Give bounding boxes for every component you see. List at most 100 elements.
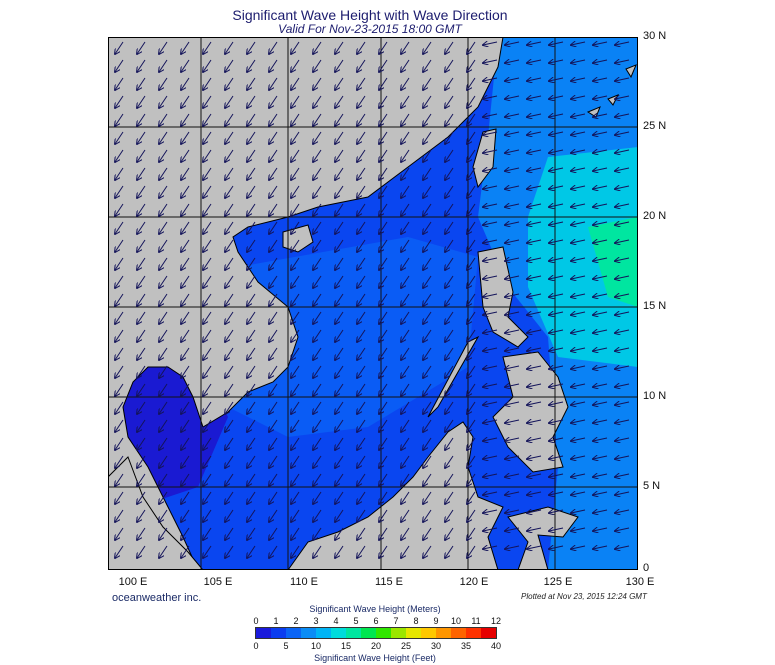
wave-arrow bbox=[269, 545, 278, 558]
wave-arrow bbox=[467, 95, 476, 108]
wave-arrow bbox=[203, 275, 212, 288]
wave-arrow bbox=[115, 509, 124, 522]
wave-arrow bbox=[593, 204, 608, 207]
wave-arrow bbox=[401, 509, 410, 522]
wave-arrow bbox=[423, 311, 432, 324]
wave-arrow bbox=[505, 258, 520, 261]
wave-arrow bbox=[269, 455, 278, 468]
wave-arrow bbox=[401, 473, 410, 486]
wave-arrow bbox=[181, 491, 190, 504]
wave-arrow bbox=[247, 329, 256, 342]
wave-arrow bbox=[593, 114, 608, 117]
wave-arrow bbox=[225, 221, 234, 234]
wave-arrow bbox=[483, 384, 498, 387]
wave-arrow bbox=[445, 455, 454, 468]
wave-arrow bbox=[379, 131, 388, 144]
wave-arrow bbox=[593, 330, 608, 333]
wave-arrow bbox=[203, 293, 212, 306]
wave-arrow bbox=[181, 59, 190, 72]
wave-arrow bbox=[423, 401, 432, 414]
wave-arrow bbox=[549, 492, 564, 495]
wave-arrow bbox=[505, 42, 520, 45]
wave-arrow bbox=[483, 420, 498, 423]
wave-arrow bbox=[467, 41, 476, 54]
wave-arrow bbox=[159, 131, 168, 144]
wave-arrow bbox=[269, 41, 278, 54]
wave-arrow bbox=[549, 438, 564, 441]
wave-arrow bbox=[467, 437, 476, 450]
wave-arrow bbox=[291, 527, 300, 540]
wave-arrow bbox=[291, 77, 300, 90]
colorbar-title-feet: Significant Wave Height (Feet) bbox=[314, 653, 436, 663]
wave-arrow bbox=[269, 221, 278, 234]
wave-arrow bbox=[593, 438, 608, 441]
wave-arrow bbox=[269, 203, 278, 216]
wave-arrow bbox=[335, 77, 344, 90]
wave-arrow bbox=[159, 419, 168, 432]
wave-arrow bbox=[401, 257, 410, 270]
wave-arrow bbox=[137, 329, 146, 342]
wave-arrow bbox=[593, 132, 608, 135]
wave-arrow bbox=[115, 365, 124, 378]
wave-arrow bbox=[225, 473, 234, 486]
wave-arrow bbox=[291, 239, 300, 252]
wave-arrow bbox=[549, 240, 564, 243]
wave-arrow bbox=[571, 186, 586, 189]
wave-arrow bbox=[225, 545, 234, 558]
wave-arrow bbox=[615, 60, 630, 63]
wave-arrow bbox=[357, 455, 366, 468]
wave-arrow bbox=[335, 527, 344, 540]
wave-arrow bbox=[379, 455, 388, 468]
wave-arrow bbox=[505, 114, 520, 117]
wave-arrow bbox=[549, 96, 564, 99]
wave-arrow bbox=[615, 204, 630, 207]
wave-arrow bbox=[549, 546, 564, 549]
wave-arrow bbox=[379, 239, 388, 252]
island-taiwan bbox=[472, 128, 497, 189]
wave-arrow bbox=[467, 239, 476, 252]
colorbar-swatch bbox=[421, 628, 436, 638]
wave-arrow bbox=[159, 275, 168, 288]
wave-arrow bbox=[593, 492, 608, 495]
wave-arrow bbox=[357, 275, 366, 288]
wave-arrow bbox=[549, 402, 564, 405]
wave-arrow bbox=[571, 420, 586, 423]
wave-arrow bbox=[593, 96, 608, 99]
wave-arrow bbox=[423, 167, 432, 180]
wave-arrow bbox=[527, 60, 542, 63]
wave-arrow bbox=[181, 113, 190, 126]
wave-arrow bbox=[593, 240, 608, 243]
wave-arrow bbox=[549, 132, 564, 135]
wave-arrow bbox=[527, 438, 542, 441]
wave-arrow bbox=[423, 383, 432, 396]
wave-arrow bbox=[593, 276, 608, 279]
wave-arrow bbox=[269, 437, 278, 450]
wave-arrow bbox=[313, 59, 322, 72]
wave-arrow bbox=[549, 60, 564, 63]
wave-arrow bbox=[247, 239, 256, 252]
wave-arrow bbox=[379, 527, 388, 540]
wave-arrow bbox=[203, 473, 212, 486]
wave-arrow bbox=[401, 329, 410, 342]
wave-arrow bbox=[549, 474, 564, 477]
wave-arrow bbox=[549, 186, 564, 189]
wave-arrow bbox=[505, 168, 520, 171]
wave-arrow bbox=[615, 348, 630, 351]
wave-arrow bbox=[357, 149, 366, 162]
wave-arrow bbox=[159, 239, 168, 252]
wave-arrow bbox=[571, 132, 586, 135]
wave-arrow bbox=[291, 401, 300, 414]
wave-arrow bbox=[203, 257, 212, 270]
wave-arrow bbox=[445, 77, 454, 90]
wave-arrow bbox=[467, 347, 476, 360]
meters-tick-1: 1 bbox=[273, 616, 279, 626]
wave-arrow bbox=[401, 77, 410, 90]
wave-arrow bbox=[527, 204, 542, 207]
wave-arrow bbox=[203, 347, 212, 360]
wave-arrow bbox=[615, 546, 630, 549]
wave-arrow bbox=[225, 113, 234, 126]
wave-arrow bbox=[247, 347, 256, 360]
wave-arrow bbox=[313, 131, 322, 144]
wave-arrow bbox=[615, 420, 630, 423]
wave-arrow bbox=[527, 240, 542, 243]
